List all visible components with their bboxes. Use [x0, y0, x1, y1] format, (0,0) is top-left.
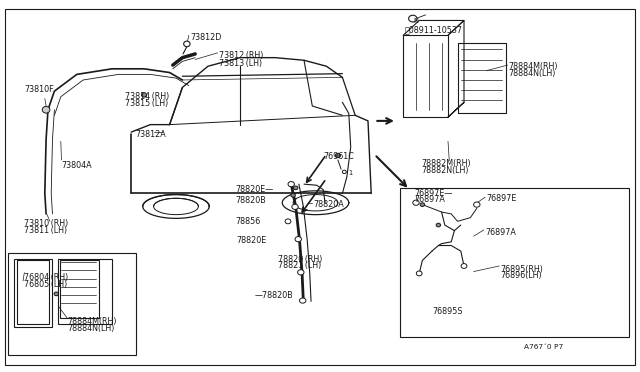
- Text: 76805 (LH): 76805 (LH): [24, 280, 68, 289]
- Text: 78884N(LH): 78884N(LH): [509, 69, 556, 78]
- Text: 76961C: 76961C: [323, 152, 354, 161]
- Text: ⓝ08911-10537: ⓝ08911-10537: [405, 25, 463, 34]
- Ellipse shape: [417, 271, 422, 276]
- Text: N: N: [413, 18, 418, 24]
- Text: 73813 (LH): 73813 (LH): [219, 59, 262, 68]
- Text: 78882N(LH): 78882N(LH): [421, 166, 468, 174]
- Ellipse shape: [288, 182, 294, 187]
- Bar: [14, 259, 52, 327]
- Ellipse shape: [474, 202, 480, 207]
- Text: 78884N(LH): 78884N(LH): [67, 324, 115, 333]
- Text: 73810 (RH): 73810 (RH): [24, 219, 68, 228]
- Text: A767´0 P7: A767´0 P7: [524, 344, 563, 350]
- Text: 73815 (LH): 73815 (LH): [125, 99, 168, 108]
- Ellipse shape: [298, 270, 304, 275]
- Ellipse shape: [436, 223, 441, 227]
- Text: 78820A: 78820A: [314, 200, 344, 209]
- Ellipse shape: [285, 219, 291, 224]
- Text: 78856: 78856: [235, 217, 260, 225]
- Text: 73812 (RH): 73812 (RH): [219, 51, 263, 60]
- Ellipse shape: [184, 41, 190, 47]
- Ellipse shape: [413, 200, 419, 205]
- Text: 76897E: 76897E: [486, 194, 516, 203]
- Ellipse shape: [141, 93, 147, 97]
- Text: 78882M(RH): 78882M(RH): [421, 159, 471, 168]
- Text: 76897E—: 76897E—: [415, 189, 453, 198]
- Text: 78884M(RH): 78884M(RH): [67, 317, 116, 326]
- Text: 73811 (LH): 73811 (LH): [24, 226, 67, 235]
- Bar: [60, 260, 99, 318]
- Ellipse shape: [420, 203, 425, 206]
- Text: 76897A: 76897A: [415, 195, 445, 204]
- Text: 73812A: 73812A: [136, 130, 166, 139]
- Text: 1: 1: [348, 170, 352, 176]
- Text: 73804A: 73804A: [61, 161, 92, 170]
- Text: 76895(RH): 76895(RH): [500, 265, 543, 274]
- Text: 78820E—: 78820E—: [235, 185, 273, 194]
- Ellipse shape: [335, 153, 340, 158]
- Bar: [8, 253, 136, 355]
- Text: 78820 (RH): 78820 (RH): [278, 255, 323, 264]
- Ellipse shape: [342, 170, 346, 173]
- Bar: [400, 188, 629, 337]
- Text: 76804 (RH): 76804 (RH): [24, 273, 68, 282]
- Text: 78821 (LH): 78821 (LH): [278, 261, 322, 270]
- Bar: [17, 260, 49, 324]
- Ellipse shape: [54, 292, 59, 296]
- Ellipse shape: [409, 15, 417, 22]
- Text: 76896(LH): 76896(LH): [500, 271, 542, 280]
- Ellipse shape: [291, 193, 296, 197]
- Ellipse shape: [300, 298, 306, 303]
- Text: 73814 (RH): 73814 (RH): [125, 92, 169, 101]
- Ellipse shape: [293, 186, 298, 190]
- Ellipse shape: [292, 204, 298, 209]
- Text: 76897A: 76897A: [485, 228, 516, 237]
- Text: —78820B: —78820B: [255, 291, 294, 300]
- Text: 78884M(RH): 78884M(RH): [509, 62, 558, 71]
- Ellipse shape: [42, 106, 50, 113]
- Text: 73812D: 73812D: [190, 33, 221, 42]
- Text: 78820E: 78820E: [237, 236, 267, 245]
- Text: 78820B: 78820B: [235, 196, 266, 205]
- Ellipse shape: [461, 263, 467, 269]
- Ellipse shape: [295, 237, 301, 242]
- Bar: [58, 259, 112, 324]
- Text: 76895S: 76895S: [433, 307, 463, 316]
- Text: 73810F: 73810F: [24, 85, 54, 94]
